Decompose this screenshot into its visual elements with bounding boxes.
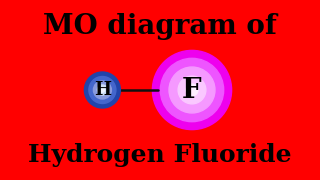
- Ellipse shape: [89, 76, 116, 104]
- Text: F: F: [182, 76, 202, 104]
- Ellipse shape: [186, 84, 198, 96]
- Text: MO diagram of: MO diagram of: [43, 13, 277, 40]
- Ellipse shape: [100, 88, 105, 92]
- Ellipse shape: [152, 50, 232, 130]
- Ellipse shape: [178, 76, 206, 104]
- Ellipse shape: [169, 67, 215, 113]
- Text: H: H: [94, 81, 111, 99]
- Ellipse shape: [93, 81, 111, 99]
- Ellipse shape: [160, 58, 224, 122]
- Ellipse shape: [84, 72, 120, 108]
- Text: Hydrogen Fluoride: Hydrogen Fluoride: [28, 143, 292, 167]
- Ellipse shape: [97, 85, 108, 95]
